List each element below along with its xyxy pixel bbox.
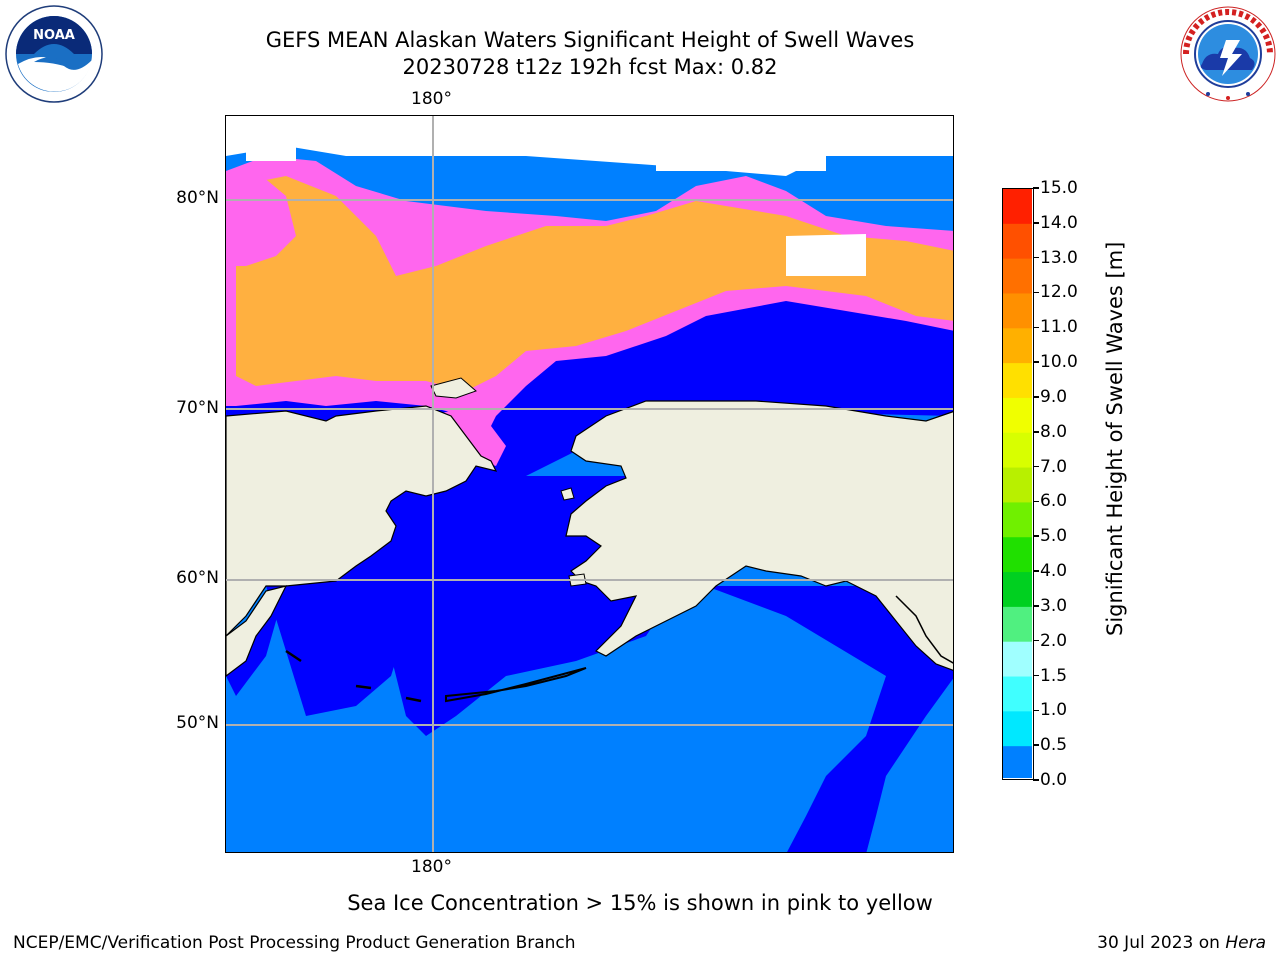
chart-subtitle: 20230728 t12z 192h fcst Max: 0.82 [402, 55, 778, 79]
noaa-logo-text: NOAA [33, 28, 75, 43]
map-top-white [226, 116, 953, 176]
colorbar-swatch-9 [1003, 502, 1032, 538]
noaa-logo: NOAA [4, 4, 104, 104]
colorbar-swatch-11 [1003, 572, 1032, 608]
sea-ice-orange [236, 176, 953, 391]
colorbar-tick-label: 10.0 [1040, 352, 1078, 373]
map-canvas [226, 116, 953, 852]
colorbar-tick-label: 12.0 [1040, 282, 1078, 303]
colorbar-tick-mark [1033, 361, 1039, 363]
colorbar-tick-mark [1033, 744, 1039, 746]
colorbar-tick-label: 6.0 [1040, 491, 1068, 512]
run-host: Hera [1225, 933, 1266, 953]
colorbar-tick-mark [1033, 570, 1039, 572]
colorbar-tick-mark [1033, 396, 1039, 398]
sea-ice-note: Sea Ice Concentration > 15% is shown in … [347, 891, 933, 915]
credit-line: NCEP/EMC/Verification Post Processing Pr… [13, 933, 576, 953]
colorbar-tick-mark [1033, 222, 1039, 224]
colorbar-tick-label: 14.0 [1040, 212, 1078, 233]
colorbar-tick-label: 15.0 [1040, 178, 1078, 198]
colorbar-swatch-14 [1003, 676, 1032, 712]
colorbar-swatch-13 [1003, 641, 1032, 678]
colorbar-swatch-5 [1003, 363, 1032, 399]
lon-label-bottom: 180° [411, 857, 452, 877]
colorbar-swatch-4 [1003, 328, 1032, 364]
sea-ice-west-patch [226, 171, 296, 266]
land-alaska [565, 400, 953, 671]
colorbar-swatch-8 [1003, 467, 1032, 504]
colorbar-swatch-3 [1003, 293, 1032, 329]
colorbar-tick-mark [1033, 256, 1039, 259]
colorbar-tick-mark [1033, 779, 1039, 781]
colorbar-tick-label: 11.0 [1040, 317, 1078, 338]
colorbar-label: Significant Height of Swell Waves [m] [1103, 241, 1127, 636]
colorbar-tick-label: 9.0 [1040, 386, 1068, 407]
land-southeast-alaska [895, 595, 953, 664]
colorbar-tick-mark [1033, 535, 1039, 537]
colorbar-tick-label: 7.0 [1040, 456, 1068, 477]
land-aleutians-1 [445, 667, 587, 703]
run-date-text: 30 Jul 2023 on [1097, 933, 1220, 953]
colorbar-swatch-2 [1003, 258, 1032, 295]
colorbar-tick-label: 5.0 [1040, 526, 1068, 547]
colorbar-swatch-0 [1003, 189, 1032, 225]
colorbar-tick-label: 3.0 [1040, 595, 1068, 616]
colorbar-tick-mark [1033, 500, 1039, 503]
graticule [226, 116, 953, 852]
chart-title: GEFS MEAN Alaskan Waters Significant Hei… [265, 28, 915, 52]
colorbar-tick-mark [1033, 674, 1039, 677]
colorbar-swatch-1 [1003, 223, 1032, 260]
colorbar-tick-mark [1033, 605, 1039, 607]
land-kamchatka [226, 585, 288, 677]
colorbar-label-wrapper: Significant Height of Swell Waves [m] [1102, 242, 1127, 656]
colorbar-swatches [1003, 189, 1032, 778]
colorbar-tick-label: 1.0 [1040, 700, 1068, 721]
colorbar-swatch-16 [1003, 746, 1032, 778]
lat-label-50n: 50°N [176, 713, 219, 733]
colorbar-swatch-10 [1003, 537, 1032, 573]
land-aleutians-2 [285, 649, 422, 703]
colorbar-tick-label: 13.0 [1040, 247, 1078, 268]
map-panel [225, 115, 954, 853]
colorbar-tick-label: 4.0 [1040, 561, 1068, 582]
nws-logo [1178, 4, 1278, 104]
colorbar-tick-label: 8.0 [1040, 421, 1068, 442]
lat-label-70n: 70°N [176, 398, 219, 418]
colorbar-tick-label: 2.0 [1040, 630, 1068, 651]
lat-label-80n: 80°N [176, 188, 219, 208]
lat-label-60n: 60°N [176, 568, 219, 588]
land-st-lawrence-island [560, 487, 575, 501]
colorbar-tick-label: 1.5 [1040, 665, 1068, 686]
colorbar-tick-mark [1033, 326, 1039, 329]
ice-free-white-patch-3 [786, 234, 866, 276]
colorbar-tick-mark [1033, 639, 1039, 642]
lon-label-top: 180° [411, 89, 452, 109]
colorbar-tick-mark [1033, 291, 1039, 294]
colorbar-tick-mark [1033, 431, 1039, 433]
colorbar-tick-label: 0.5 [1040, 735, 1068, 756]
colorbar-swatch-7 [1003, 432, 1032, 469]
run-date: 30 Jul 2023 on Hera [1097, 933, 1266, 953]
colorbar-tick-label: 0.0 [1040, 770, 1068, 790]
land-st-lawrence-arctic [430, 377, 477, 399]
colorbar-tick-mark [1033, 187, 1039, 189]
colorbar-swatch-12 [1003, 606, 1032, 643]
colorbar-swatch-15 [1003, 711, 1032, 747]
ocean-gulf-of-alaska-coastal [706, 586, 953, 852]
colorbar [1002, 188, 1034, 780]
colorbar-tick-mark [1033, 465, 1039, 468]
colorbar-tick-mark [1033, 709, 1039, 712]
colorbar-swatch-6 [1003, 397, 1032, 434]
